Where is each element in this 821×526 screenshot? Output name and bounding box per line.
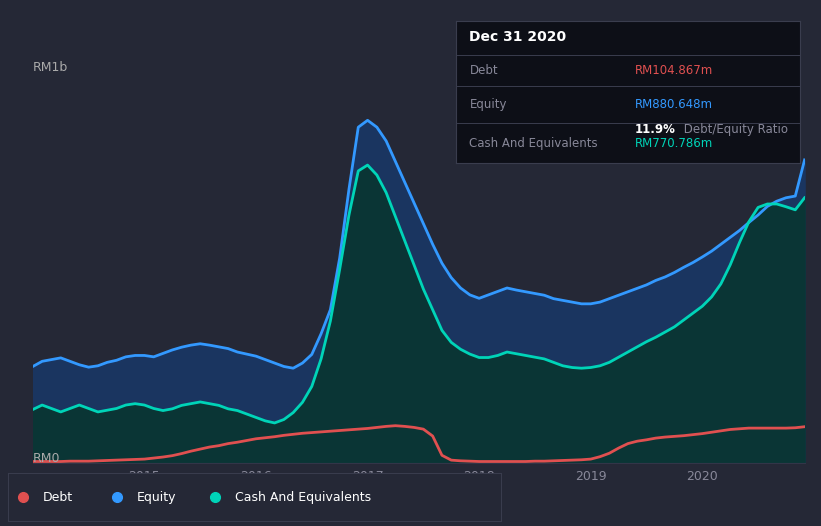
- Text: Debt/Equity Ratio: Debt/Equity Ratio: [680, 123, 788, 136]
- Text: RM770.786m: RM770.786m: [635, 137, 713, 150]
- Text: Dec 31 2020: Dec 31 2020: [470, 29, 566, 44]
- Text: RM0: RM0: [33, 452, 60, 466]
- Text: Debt: Debt: [43, 491, 73, 503]
- Text: Debt: Debt: [470, 64, 498, 77]
- Text: Cash And Equivalents: Cash And Equivalents: [470, 137, 598, 150]
- Text: Equity: Equity: [470, 98, 507, 111]
- Text: Cash And Equivalents: Cash And Equivalents: [235, 491, 371, 503]
- Text: RM880.648m: RM880.648m: [635, 98, 713, 111]
- Text: RM104.867m: RM104.867m: [635, 64, 713, 77]
- Text: Equity: Equity: [136, 491, 176, 503]
- Text: RM1b: RM1b: [33, 60, 68, 74]
- Text: 11.9%: 11.9%: [635, 123, 676, 136]
